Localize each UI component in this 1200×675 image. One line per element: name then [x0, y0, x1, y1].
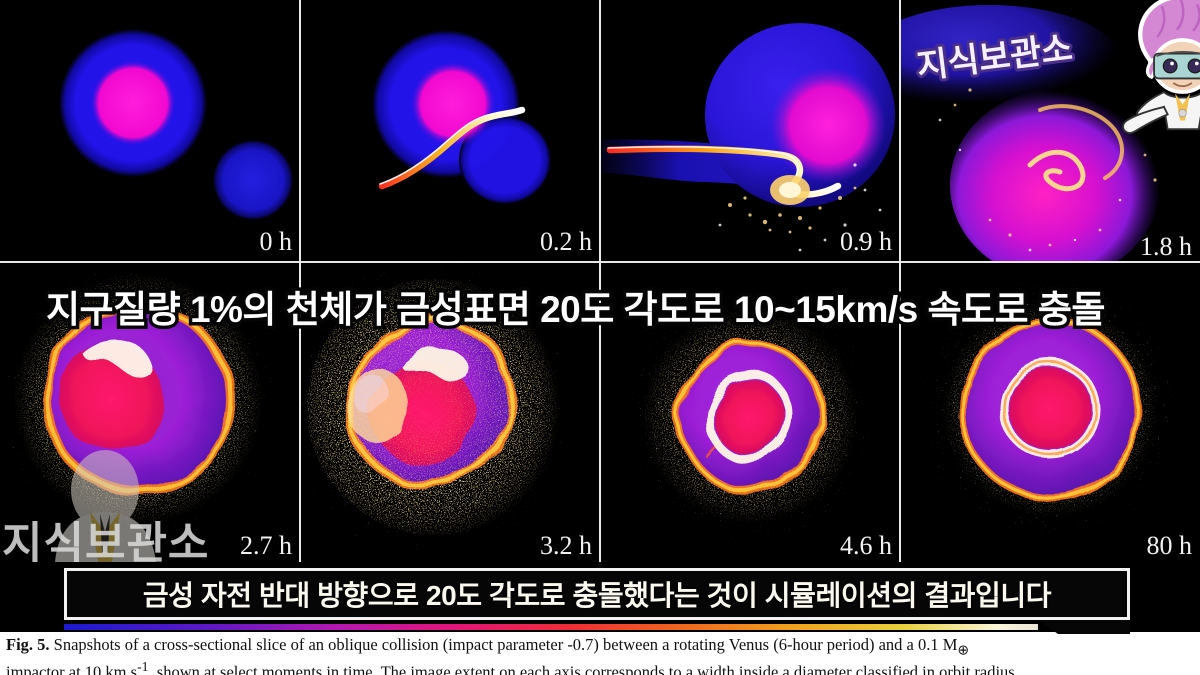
svg-text:지식보관소: 지식보관소 — [2, 519, 209, 562]
svg-text:0.2 h: 0.2 h — [540, 227, 592, 256]
svg-text:3.2 h: 3.2 h — [540, 531, 592, 560]
svg-text:2.7 h: 2.7 h — [240, 531, 292, 560]
svg-text:0.9 h: 0.9 h — [840, 227, 892, 256]
svg-text:1.8 h: 1.8 h — [1140, 232, 1192, 261]
svg-text:4.6 h: 4.6 h — [840, 531, 892, 560]
svg-text:0 h: 0 h — [260, 227, 293, 256]
svg-text:80 h: 80 h — [1147, 531, 1193, 560]
